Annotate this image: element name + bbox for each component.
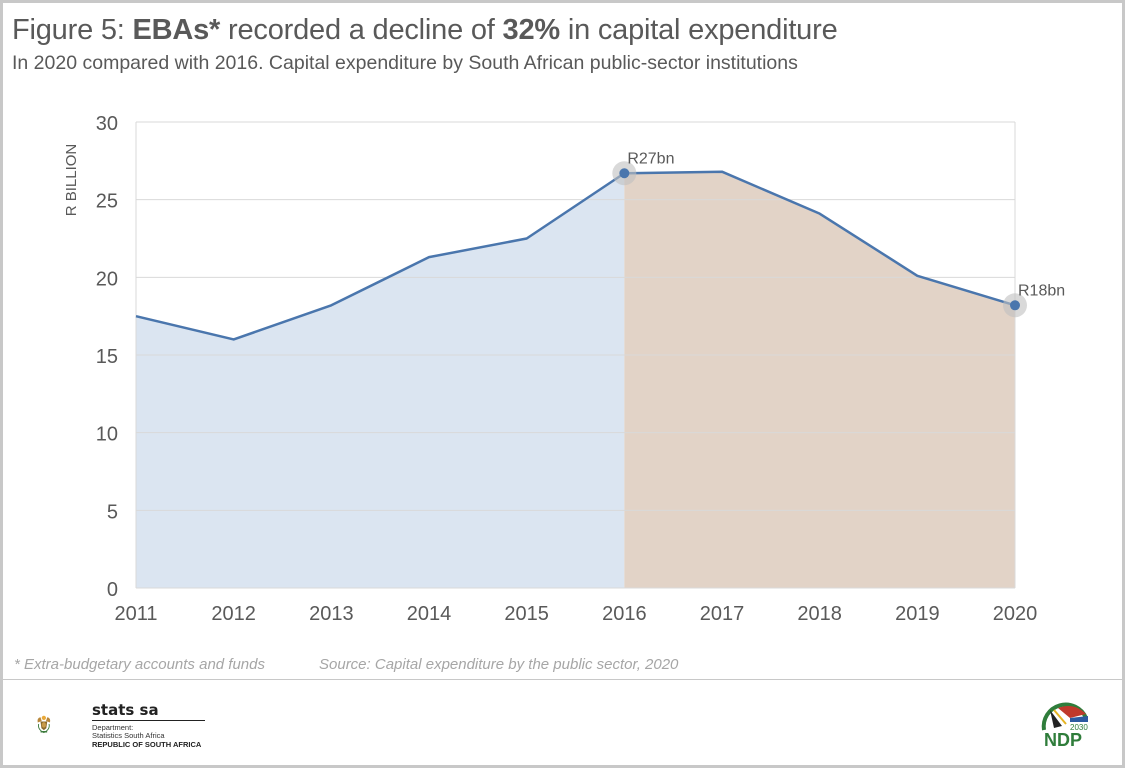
title-emphasis-ebas: EBAs* — [132, 14, 221, 46]
department-name: Statistics South Africa — [92, 731, 165, 740]
x-tick-label: 2019 — [895, 603, 940, 625]
footnote: * Extra-budgetary accounts and funds — [14, 656, 265, 673]
stats-sa-underline — [92, 720, 205, 721]
data-point-marker — [1010, 300, 1020, 311]
data-point-marker — [619, 168, 630, 179]
title-middle: recorded a decline of — [220, 14, 503, 46]
shaded-area-before — [136, 173, 625, 588]
label-layer: 0 5 10 15 20 25 30 R BILLION 2011 2012 2013 2014 201… — [63, 113, 1065, 625]
line-area-chart: 0 5 10 15 20 25 30 R BILLION 2011 2012 2013 2014 201… — [63, 113, 1065, 625]
title-prefix: Figure 5: — [12, 14, 133, 46]
ndp-2030-logo-icon: 2030 NDP — [1041, 702, 1088, 750]
x-tick-label: 2020 — [993, 603, 1038, 625]
y-tick-label: 0 — [107, 579, 118, 601]
data-line — [135, 170, 1016, 341]
y-tick-label: 10 — [96, 424, 118, 446]
data-label: R18bn — [1018, 282, 1065, 299]
marker-layer — [612, 161, 1027, 318]
x-tick-label: 2014 — [407, 603, 452, 625]
area-layer — [136, 171, 1015, 588]
y-tick-label: 15 — [96, 346, 118, 368]
x-tick-label: 2015 — [504, 603, 549, 625]
source-note: Source: Capital expenditure by the publi… — [319, 656, 679, 673]
stats-sa-department: Department: Statistics South Africa — [92, 724, 165, 740]
ndp-label: NDP — [1044, 730, 1082, 750]
department-label: Department: — [92, 723, 134, 732]
y-tick-label: 25 — [96, 191, 118, 213]
title-suffix: in capital expenditure — [559, 14, 838, 46]
x-tick-label: 2011 — [114, 603, 157, 625]
x-tick-label: 2016 — [602, 603, 647, 625]
shaded-area-after — [624, 171, 1015, 588]
x-tick-label: 2012 — [211, 603, 256, 625]
footer-divider — [3, 679, 1122, 680]
x-tick-label: 2013 — [309, 603, 354, 625]
coat-of-arms-icon — [37, 715, 51, 734]
chart-title: Figure 5: EBAs* recorded a decline of 32… — [12, 14, 838, 47]
chart-subtitle: In 2020 compared with 2016. Capital expe… — [12, 52, 798, 74]
data-label: R27bn — [627, 150, 674, 167]
y-axis-label: R BILLION — [63, 144, 80, 217]
republic-label: REPUBLIC OF SOUTH AFRICA — [92, 740, 202, 749]
stats-sa-name: stats sa — [92, 701, 159, 719]
line-layer — [135, 170, 1016, 341]
x-tick-label: 2017 — [700, 603, 745, 625]
y-tick-label: 30 — [96, 113, 118, 135]
y-tick-label: 5 — [107, 501, 118, 523]
grid-layer — [135, 121, 1016, 589]
title-emphasis-percent: 32% — [502, 14, 561, 46]
x-tick-label: 2018 — [797, 603, 842, 625]
ndp-year: 2030 — [1070, 723, 1088, 732]
y-tick-label: 20 — [96, 268, 118, 290]
